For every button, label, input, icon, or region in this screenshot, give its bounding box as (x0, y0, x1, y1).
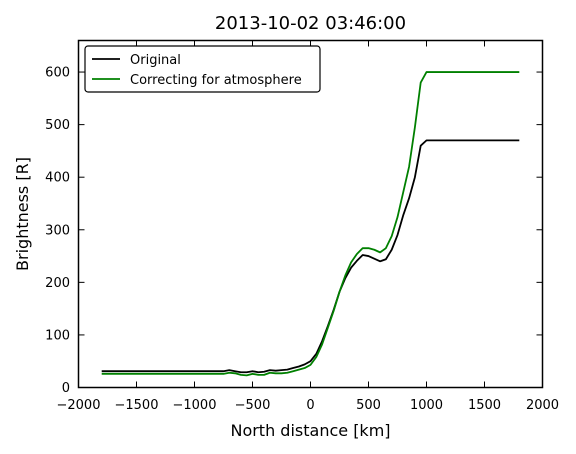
y-tick-label: 400 (45, 171, 70, 186)
x-tick-label: −1000 (173, 398, 217, 413)
x-axis-title: North distance [km] (230, 421, 390, 440)
x-tick-label: 500 (356, 398, 381, 413)
y-axis-title: Brightness [R] (13, 157, 32, 271)
x-tick-label: 1000 (410, 398, 443, 413)
series-layer (101, 71, 520, 377)
y-tick-label: 0 (62, 381, 70, 396)
legend: Original Correcting for atmosphere (84, 45, 321, 93)
plot-area (77, 39, 544, 389)
y-tick-label: 100 (45, 328, 70, 343)
y-tick-label: 600 (45, 66, 70, 81)
series-line-1 (101, 71, 520, 377)
x-tick-label: −500 (235, 398, 271, 413)
x-tick-label: 0 (306, 398, 314, 413)
x-tick-label: 1500 (468, 398, 501, 413)
legend-label-atmosphere: Correcting for atmosphere (130, 73, 302, 88)
chart-title: 2013-10-02 03:46:00 (215, 13, 406, 34)
x-tick-labels: −2000 −1500 −1000 −500 0 500 1000 1500 2000 (57, 398, 560, 413)
y-tick-labels: 0 100 200 300 400 500 600 (45, 66, 70, 396)
legend-label-original: Original (130, 53, 181, 68)
legend-box (84, 45, 321, 93)
y-tick-label: 300 (45, 223, 70, 238)
series-line-0 (101, 139, 520, 374)
y-tick-label: 500 (45, 118, 70, 133)
x-tick-label: −1500 (115, 398, 159, 413)
x-tick-label: 2000 (526, 398, 559, 413)
y-tick-label: 200 (45, 276, 70, 291)
x-tick-label: −2000 (57, 398, 101, 413)
